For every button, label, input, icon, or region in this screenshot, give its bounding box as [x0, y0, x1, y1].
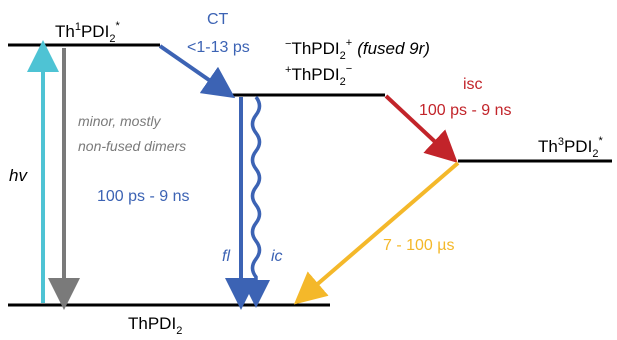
ct-arrow	[158, 44, 236, 99]
triplet-decay-rate-label: 7 - 100 µs	[383, 237, 454, 254]
ct-state-label: +ThPDI2−	[285, 63, 352, 88]
ic-label: ic	[271, 248, 283, 265]
fl-label: fl	[222, 248, 230, 265]
minor-decay-label-line2: non-fused dimers	[78, 138, 186, 154]
ct-decay-rate-label: 100 ps - 9 ns	[97, 188, 190, 205]
isc-rate-label: 100 ps - 9 ns	[419, 102, 512, 119]
excitation-label: hv	[9, 166, 28, 185]
ct-name-label: CT	[207, 11, 229, 28]
ground-state-label: ThPDI2	[128, 314, 182, 337]
triplet-decay-arrow	[293, 161, 460, 305]
isc-arrow	[384, 94, 458, 163]
ct-rate-label: <1-13 ps	[187, 39, 250, 56]
isc-name-label: isc	[463, 76, 483, 93]
singlet-state-label: Th1PDI2*	[55, 20, 120, 45]
ct-state-alt-label: −ThPDI2+ (fused 9r)	[285, 37, 430, 62]
ic-wavy-arrow	[242, 95, 270, 308]
triplet-state-label: Th3PDI2*	[538, 135, 603, 160]
minor-decay-label-line1: minor, mostly	[78, 113, 161, 129]
